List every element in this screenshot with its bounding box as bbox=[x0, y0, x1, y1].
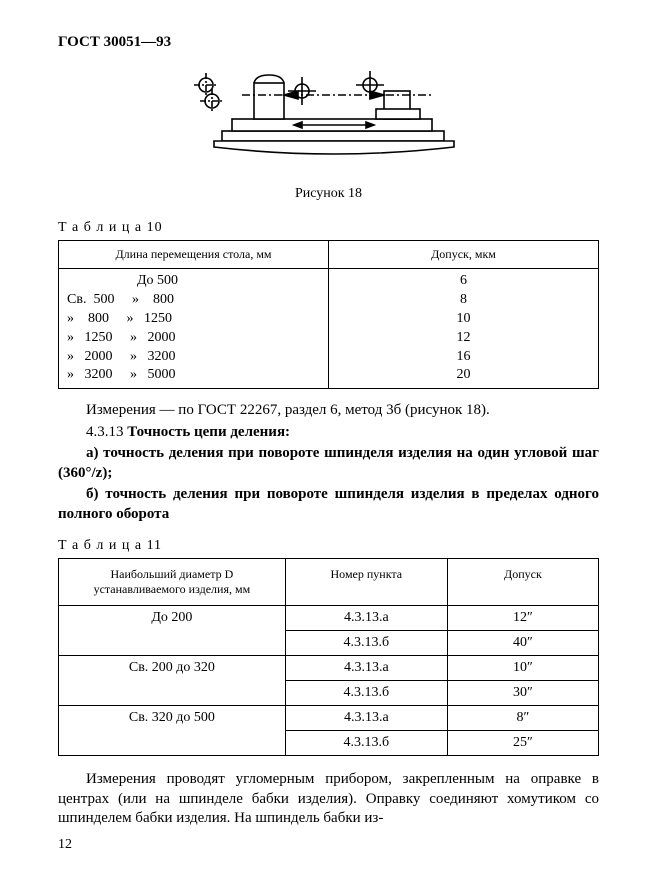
t11-point-cell: 4.3.13.а bbox=[285, 706, 447, 731]
table-row: 12 bbox=[337, 329, 590, 348]
page-number: 12 bbox=[58, 837, 72, 853]
t11-diam-cell: Св. 320 до 500 bbox=[59, 706, 286, 756]
table11-caption: Т а б л и ц а 11 bbox=[58, 538, 599, 554]
t11-point-cell: 4.3.13.б bbox=[285, 631, 447, 656]
table-row: » 1250 » 2000 bbox=[67, 329, 320, 348]
t11-point-cell: 4.3.13.а bbox=[285, 656, 447, 681]
figure-18 bbox=[58, 61, 599, 176]
t11-tol-cell: 10″ bbox=[447, 656, 598, 681]
table-10: Длина перемещения стола, мм Допуск, мкм … bbox=[58, 240, 599, 389]
para-2: 4.3.13 Точность цепи деления: bbox=[58, 423, 599, 443]
t11-head-tol: Допуск bbox=[447, 559, 598, 606]
t11-point-cell: 4.3.13.б bbox=[285, 731, 447, 756]
table10-caption: Т а б л и ц а 10 bbox=[58, 220, 599, 236]
table-row: Св. 200 до 3204.3.13.а10″ bbox=[59, 656, 599, 681]
table-row: 16 bbox=[337, 348, 590, 367]
para-1: Измерения — по ГОСТ 22267, раздел 6, мет… bbox=[58, 401, 599, 421]
lathe-diagram-icon bbox=[184, 61, 474, 171]
t11-point-cell: 4.3.13.б bbox=[285, 681, 447, 706]
t11-point-cell: 4.3.13.а bbox=[285, 606, 447, 631]
t10-head-left: Длина перемещения стола, мм bbox=[59, 241, 329, 269]
t11-head-diam-l2: устанавливаемого изделия, мм bbox=[65, 582, 279, 597]
table-row: 10 bbox=[337, 310, 590, 329]
table-row: 6 bbox=[337, 272, 590, 291]
figure-caption: Рисунок 18 bbox=[58, 186, 599, 202]
para-4: б) точность деления при повороте шпиндел… bbox=[58, 485, 599, 524]
para-2-prefix: 4.3.13 bbox=[86, 424, 127, 440]
t11-tol-cell: 40″ bbox=[447, 631, 598, 656]
table-row: 8 bbox=[337, 291, 590, 310]
t11-tol-cell: 30″ bbox=[447, 681, 598, 706]
table-row: » 2000 » 3200 bbox=[67, 348, 320, 367]
t11-tol-cell: 8″ bbox=[447, 706, 598, 731]
table-row: Св. 500 » 800 bbox=[67, 291, 320, 310]
t10-head-right: Допуск, мкм bbox=[329, 241, 599, 269]
t11-tol-cell: 12″ bbox=[447, 606, 598, 631]
page: ГОСТ 30051—93 bbox=[0, 0, 649, 873]
t11-tol-cell: 25″ bbox=[447, 731, 598, 756]
table-row: » 3200 » 5000 bbox=[67, 366, 320, 385]
table-row: Св. 320 до 5004.3.13.а8″ bbox=[59, 706, 599, 731]
t10-ranges: До 500Св. 500 » 800» 800 » 1250» 1250 » … bbox=[59, 269, 329, 389]
table-11: Наибольший диаметр D устанавливаемого из… bbox=[58, 558, 599, 756]
table-row: » 800 » 1250 bbox=[67, 310, 320, 329]
doc-id: ГОСТ 30051—93 bbox=[58, 34, 599, 51]
table-row: До 2004.3.13.а12″ bbox=[59, 606, 599, 631]
t11-head-point: Номер пункта bbox=[285, 559, 447, 606]
t11-diam-cell: Св. 200 до 320 bbox=[59, 656, 286, 706]
para-2-bold: Точность цепи деления: bbox=[127, 424, 290, 440]
table-row: 20 bbox=[337, 366, 590, 385]
table-row: До 500 bbox=[67, 272, 320, 291]
t10-tolerances: 6810121620 bbox=[329, 269, 599, 389]
t11-head-diam-l1: Наибольший диаметр D bbox=[65, 567, 279, 582]
t11-head-diam: Наибольший диаметр D устанавливаемого из… bbox=[59, 559, 286, 606]
para-3: а) точность деления при повороте шпиндел… bbox=[58, 444, 599, 483]
para-5: Измерения проводят угломерным прибором, … bbox=[58, 770, 599, 829]
t11-diam-cell: До 200 bbox=[59, 606, 286, 656]
